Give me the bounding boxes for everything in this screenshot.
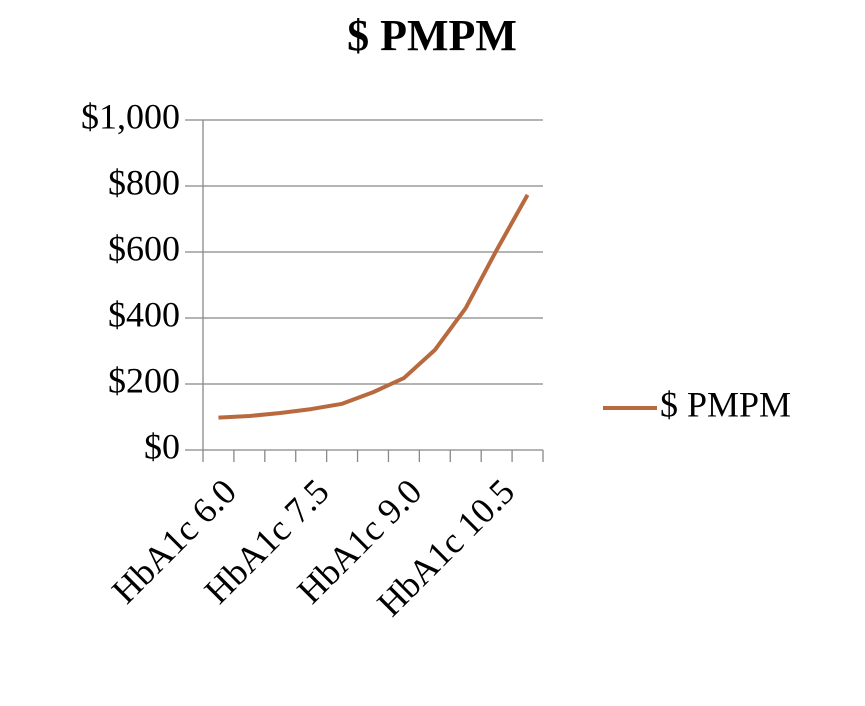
y-tick-label: $600 [108,228,180,268]
legend-label: $ PMPM [660,384,791,424]
y-tick-label: $200 [108,360,180,400]
chart-title: $ PMPM [347,11,517,60]
y-tick-label: $400 [108,294,180,334]
line [218,193,530,420]
y-tick-label: $1,000 [81,96,180,136]
y-tick-label: $0 [144,426,180,466]
y-tick-label: $800 [108,162,180,202]
